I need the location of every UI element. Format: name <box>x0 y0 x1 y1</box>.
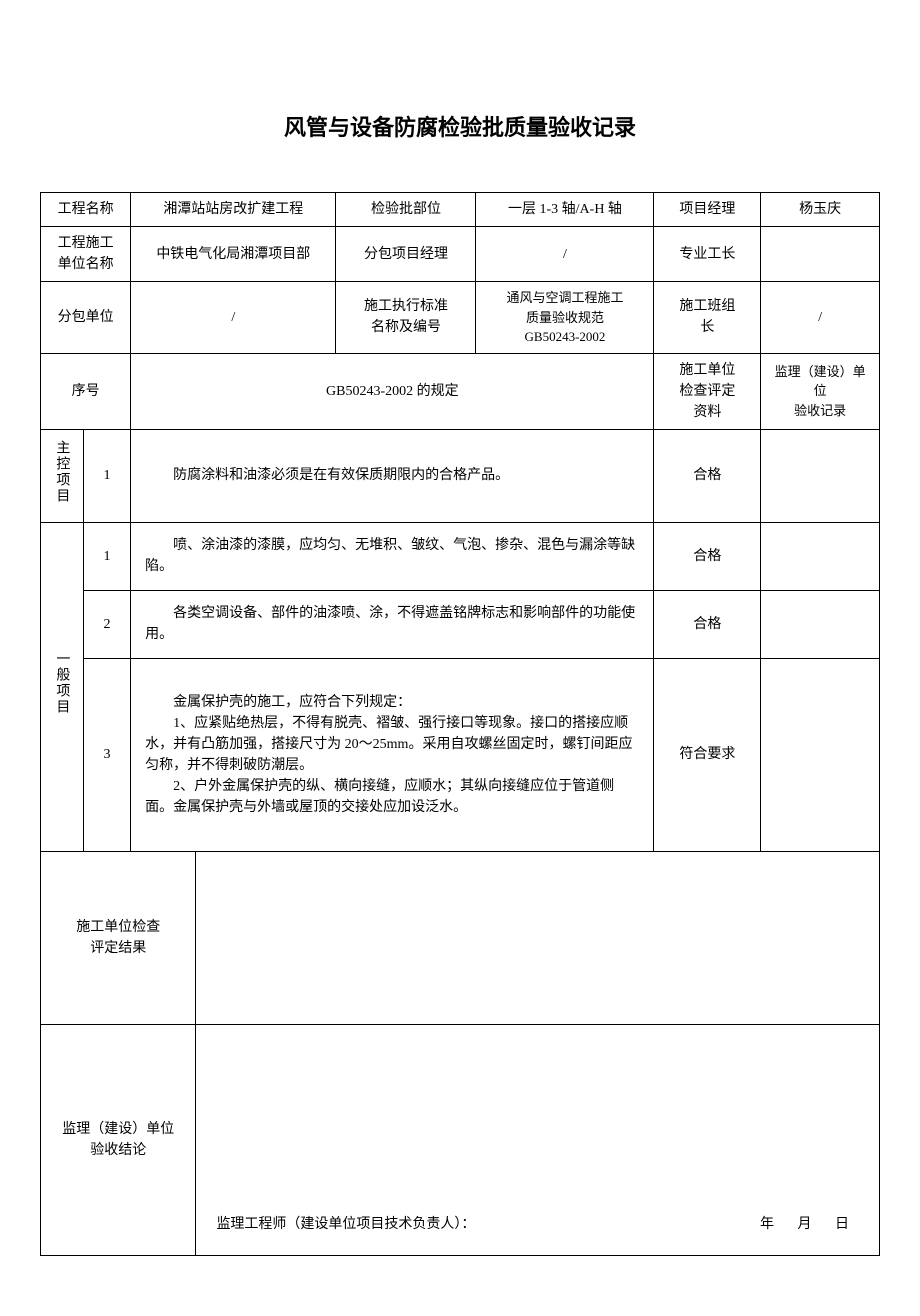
main1-desc: 防腐涂料和油漆必须是在有效保质期限内的合格产品。 <box>131 429 654 522</box>
main1-result: 合格 <box>654 429 761 522</box>
gen2-desc: 各类空调设备、部件的油漆喷、涂，不得遮盖铭牌标志和影响部件的功能使用。 <box>131 590 654 658</box>
label-sub-pm: 分包项目经理 <box>336 227 476 282</box>
label-std-name: 施工执行标准 名称及编号 <box>336 282 476 354</box>
label-project-name: 工程名称 <box>41 193 131 227</box>
gen3-num: 3 <box>83 658 130 851</box>
sig-label: 监理工程师（建设单位项目技术负责人）： <box>216 1214 475 1235</box>
value-std-name: 通风与空调工程施工 质量验收规范 GB50243-2002 <box>476 282 654 354</box>
value-inspection-part: 一层 1-3 轴/A-H 轴 <box>476 193 654 227</box>
gen3-result: 符合要求 <box>654 658 761 851</box>
inspection-table: 工程名称 湘潭站站房改扩建工程 检验批部位 一层 1-3 轴/A-H 轴 项目经… <box>40 192 880 1256</box>
value-pro-foreman <box>761 227 880 282</box>
value-team-leader: / <box>761 282 880 354</box>
supervisor-result-content: 监理工程师（建设单位项目技术负责人）： 年 月 日 <box>196 1024 880 1255</box>
gen3-desc: 金属保护壳的施工，应符合下列规定： 1、应紧贴绝热层，不得有脱壳、褶皱、强行接口… <box>131 658 654 851</box>
label-team-leader: 施工班组 长 <box>654 282 761 354</box>
page-title: 风管与设备防腐检验批质量验收记录 <box>40 110 880 142</box>
gen3-sup <box>761 658 880 851</box>
section-main: 主控项目 <box>41 429 84 522</box>
value-sub-unit: / <box>131 282 336 354</box>
main1-sup <box>761 429 880 522</box>
unit-result-content <box>196 851 880 1024</box>
label-sub-unit: 分包单位 <box>41 282 131 354</box>
col-seq: 序号 <box>41 353 131 429</box>
main1-num: 1 <box>83 429 130 522</box>
value-project-name: 湘潭站站房改扩建工程 <box>131 193 336 227</box>
label-project-manager: 项目经理 <box>654 193 761 227</box>
gen2-sup <box>761 590 880 658</box>
gen2-num: 2 <box>83 590 130 658</box>
label-pro-foreman: 专业工长 <box>654 227 761 282</box>
col-regulation: GB50243-2002 的规定 <box>131 353 654 429</box>
value-sub-pm: / <box>476 227 654 282</box>
label-inspection-part: 检验批部位 <box>336 193 476 227</box>
gen1-sup <box>761 522 880 590</box>
col-supervisor-check: 监理（建设）单 位 验收记录 <box>761 353 880 429</box>
supervisor-result-label: 监理（建设）单位 验收结论 <box>41 1024 196 1255</box>
value-construction-unit: 中铁电气化局湘潭项目部 <box>131 227 336 282</box>
section-general: 一般项目 <box>41 522 84 851</box>
unit-result-label: 施工单位检查 评定结果 <box>41 851 196 1024</box>
gen1-num: 1 <box>83 522 130 590</box>
gen1-desc: 喷、涂油漆的漆膜，应均匀、无堆积、皱纹、气泡、掺杂、混色与漏涂等缺陷。 <box>131 522 654 590</box>
date-line: 年 月 日 <box>750 1214 859 1235</box>
col-unit-check: 施工单位 检查评定 资料 <box>654 353 761 429</box>
value-project-manager: 杨玉庆 <box>761 193 880 227</box>
label-construction-unit: 工程施工 单位名称 <box>41 227 131 282</box>
gen2-result: 合格 <box>654 590 761 658</box>
gen1-result: 合格 <box>654 522 761 590</box>
